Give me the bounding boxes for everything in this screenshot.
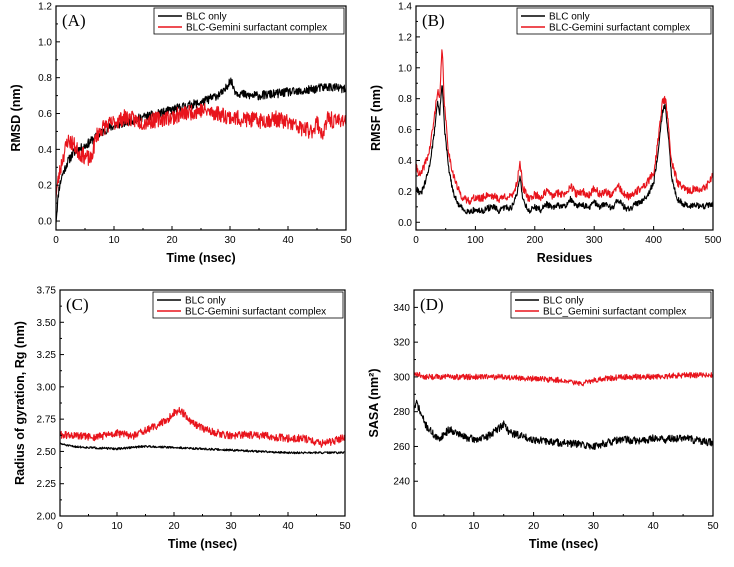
- x-tick-label-c: 0: [57, 521, 63, 532]
- panel-label-d: (D): [420, 295, 444, 314]
- panel-label-a: (A): [62, 11, 86, 30]
- y-tick-label-c: 3.00: [37, 382, 57, 393]
- legend-label-a-1: BLC only: [186, 12, 227, 23]
- y-tick-label-c: 2.50: [37, 447, 57, 458]
- y-tick-label-b: 0.8: [398, 94, 412, 105]
- y-tick-label-a: 0.2: [38, 181, 52, 192]
- legend-label-d-1: BLC only: [543, 296, 584, 307]
- x-tick-label-b: 100: [467, 235, 484, 246]
- legend-box-d: [510, 291, 712, 319]
- x-tick-label-b: 300: [586, 235, 603, 246]
- legend-label-c-1: BLC only: [185, 296, 226, 307]
- series-line-c-1: [60, 442, 345, 455]
- x-tick-label-c: 30: [225, 521, 237, 532]
- y-tick-label-d: 340: [393, 303, 410, 314]
- series-line-d-1: [414, 399, 713, 450]
- y-tick-label-b: 1.0: [398, 63, 412, 74]
- y-tick-label-b: 0.6: [398, 125, 412, 136]
- x-tick-label-d: 20: [528, 521, 540, 532]
- x-tick-label-a: 20: [166, 235, 178, 246]
- panel-label-b: (B): [422, 11, 445, 30]
- y-tick-label-c: 2.00: [37, 512, 57, 523]
- chart-panel-d: 0 10 20 30 40 50 240 260 280 300 320 340 Time (nsec)…: [367, 289, 719, 551]
- y-tick-label-a: 0.6: [38, 109, 52, 120]
- legend-label-c-2: BLC-Gemini surfactant complex: [185, 307, 326, 318]
- y-tick-label-d: 240: [393, 477, 410, 488]
- y-tick-label-c: 3.75: [37, 286, 57, 297]
- legend-label-a-2: BLC-Gemini surfactant complex: [186, 23, 327, 34]
- y-tick-label-a: 0.8: [38, 73, 52, 84]
- y-tick-label-a: 0.4: [38, 145, 52, 156]
- chart-panel-b: 0 100 200 300 400 500 0.0 0.2 0.4 0.6 0.8 1.0 1.2 1.4…: [369, 2, 722, 266]
- y-tick-label-c: 2.25: [37, 479, 57, 490]
- y-tick-label-b: 0.0: [398, 218, 412, 229]
- y-axis-title-d: SASA (nm²): [367, 369, 381, 438]
- series-line-a-1: [56, 77, 346, 224]
- x-tick-label-a: 0: [53, 235, 59, 246]
- plot-frame-a: [55, 5, 347, 231]
- series-line-d-2: [414, 371, 713, 387]
- legend-label-b-2: BLC-Gemini surfactant complex: [549, 23, 690, 34]
- legend-box-a: [153, 7, 345, 35]
- x-tick-label-b: 500: [705, 235, 722, 246]
- legend-box-c: [152, 291, 344, 319]
- series-line-b-1: [416, 85, 713, 215]
- y-tick-label-d: 260: [393, 442, 410, 453]
- y-tick-label-a: 1.2: [38, 2, 52, 13]
- x-tick-label-a: 50: [340, 235, 352, 246]
- x-axis-title-d: Time (nsec): [529, 537, 598, 551]
- series-line-b-2: [416, 49, 713, 205]
- y-axis-title-b: RMSF (nm): [369, 85, 383, 151]
- y-tick-label-c: 2.75: [37, 415, 57, 426]
- y-tick-label-c: 3.50: [37, 318, 57, 329]
- series-line-a-2: [56, 102, 346, 199]
- plot-frame-d: [413, 289, 714, 517]
- x-tick-label-a: 30: [224, 235, 236, 246]
- x-axis-title-c: Time (nsec): [168, 537, 237, 551]
- panel-label-c: (C): [66, 295, 89, 314]
- x-axis-title-a: Time (nsec): [166, 251, 235, 265]
- legend-label-d-2: BLC_Gemini surfactant complex: [543, 307, 686, 318]
- x-tick-label-b: 400: [645, 235, 662, 246]
- y-tick-label-b: 1.4: [398, 2, 412, 13]
- x-tick-label-c: 50: [339, 521, 351, 532]
- chart-panel-c: 0 10 20 30 40 50 2.00 2.25 2.50 2.75 3.00 3.25 3.50 3…: [13, 286, 351, 552]
- x-tick-label-d: 0: [411, 521, 417, 532]
- y-axis-title-a: RMSD (nm): [9, 84, 23, 151]
- x-tick-label-b: 200: [526, 235, 543, 246]
- y-tick-label-c: 3.25: [37, 350, 57, 361]
- x-tick-label-c: 20: [168, 521, 180, 532]
- y-tick-label-d: 300: [393, 372, 410, 383]
- x-tick-label-d: 40: [648, 521, 660, 532]
- legend-box-b: [516, 7, 712, 35]
- y-tick-label-d: 280: [393, 407, 410, 418]
- x-tick-label-d: 10: [468, 521, 480, 532]
- x-tick-label-b: 0: [413, 235, 419, 246]
- x-tick-label-a: 10: [108, 235, 120, 246]
- plot-frame-c: [59, 289, 346, 517]
- y-tick-label-a: 0.0: [38, 217, 52, 228]
- x-tick-label-c: 40: [282, 521, 294, 532]
- x-axis-title-b: Residues: [537, 251, 593, 265]
- y-tick-label-b: 0.2: [398, 187, 412, 198]
- chart-panel-a: 0 10 20 30 40 50 0.0 0.2 0.4 0.6 0.8 1.0 1.2 Time (ns…: [9, 2, 352, 266]
- x-tick-label-d: 50: [707, 521, 719, 532]
- x-tick-label-c: 10: [111, 521, 123, 532]
- legend-label-b-1: BLC only: [549, 12, 590, 23]
- y-tick-label-d: 320: [393, 338, 410, 349]
- y-tick-label-b: 1.2: [398, 32, 412, 43]
- y-axis-title-c: Radius of gyration, Rg (nm): [13, 321, 27, 485]
- x-tick-label-a: 40: [282, 235, 294, 246]
- x-tick-label-d: 30: [588, 521, 600, 532]
- y-tick-label-a: 1.0: [38, 37, 52, 48]
- series-line-c-2: [60, 406, 345, 448]
- y-tick-label-b: 0.4: [398, 156, 412, 167]
